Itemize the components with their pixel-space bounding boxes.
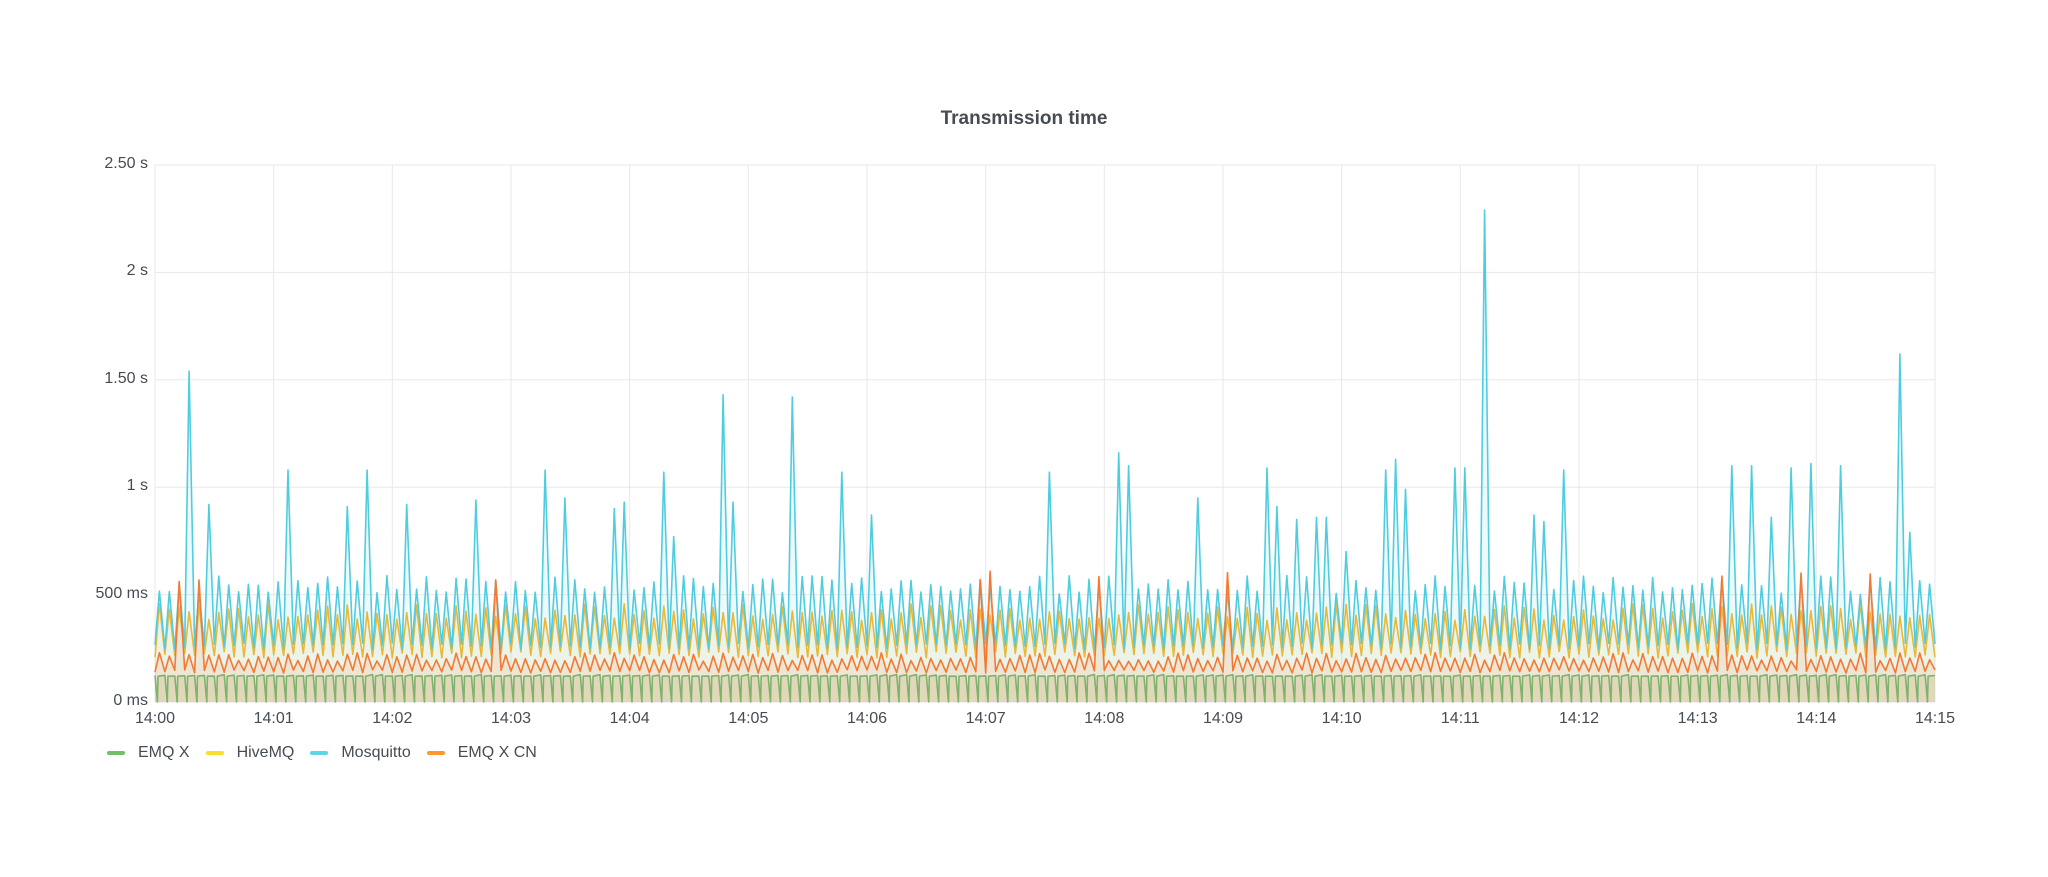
legend-label: EMQ X CN [457,744,537,761]
x-tick-label: 14:08 [1084,710,1125,727]
x-tick-label: 14:00 [134,710,176,727]
y-tick-label: 500 ms [95,584,148,602]
legend-swatch-icon [205,751,224,755]
series-line [154,209,1936,651]
x-tick-label: 14:07 [965,710,1006,727]
legend-label: HiveMQ [236,744,295,761]
chart-title: Transmission time [940,108,1108,129]
x-tick-label: 14:12 [1558,710,1600,727]
x-tick-label: 14:15 [1914,710,1956,727]
y-tick-label: 2 s [126,262,148,280]
legend-label: Mosquitto [341,744,411,761]
y-tick-label: 1.50 s [104,369,148,387]
x-tick-label: 14:09 [1202,710,1244,727]
x-tick-label: 14:06 [846,710,888,727]
legend-item-emq-x[interactable]: EMQ X [107,744,190,762]
legend-swatch-icon [310,751,329,755]
x-tick-label: 14:02 [372,710,413,727]
x-tick-label: 14:14 [1796,710,1837,727]
legend: EMQ X HiveMQ Mosquitto EMQ X CN [107,744,553,762]
x-tick-label: 14:01 [253,710,294,727]
series-line [154,570,1936,674]
series-line [154,602,1936,659]
x-tick-label: 14:04 [609,710,650,727]
y-tick-label: 0 ms [113,692,148,709]
legend-item-hivemq[interactable]: HiveMQ [205,744,295,762]
x-tick-label: 14:10 [1321,710,1362,727]
y-tick-label: 1 s [126,477,148,495]
legend-item-mosquitto[interactable]: Mosquitto [310,744,411,762]
series-line [154,673,1936,703]
x-tick-label: 14:13 [1677,710,1718,727]
y-tick-label: 2.50 s [104,155,148,172]
x-tick-label: 14:11 [1440,710,1480,727]
x-tick-label: 14:05 [728,710,769,727]
legend-swatch-icon [426,751,445,755]
legend-label: EMQ X [138,744,190,761]
legend-swatch-icon [107,751,125,755]
legend-item-emq-x-cn[interactable]: EMQ X CN [426,744,537,762]
x-tick-label: 14:03 [490,710,532,727]
